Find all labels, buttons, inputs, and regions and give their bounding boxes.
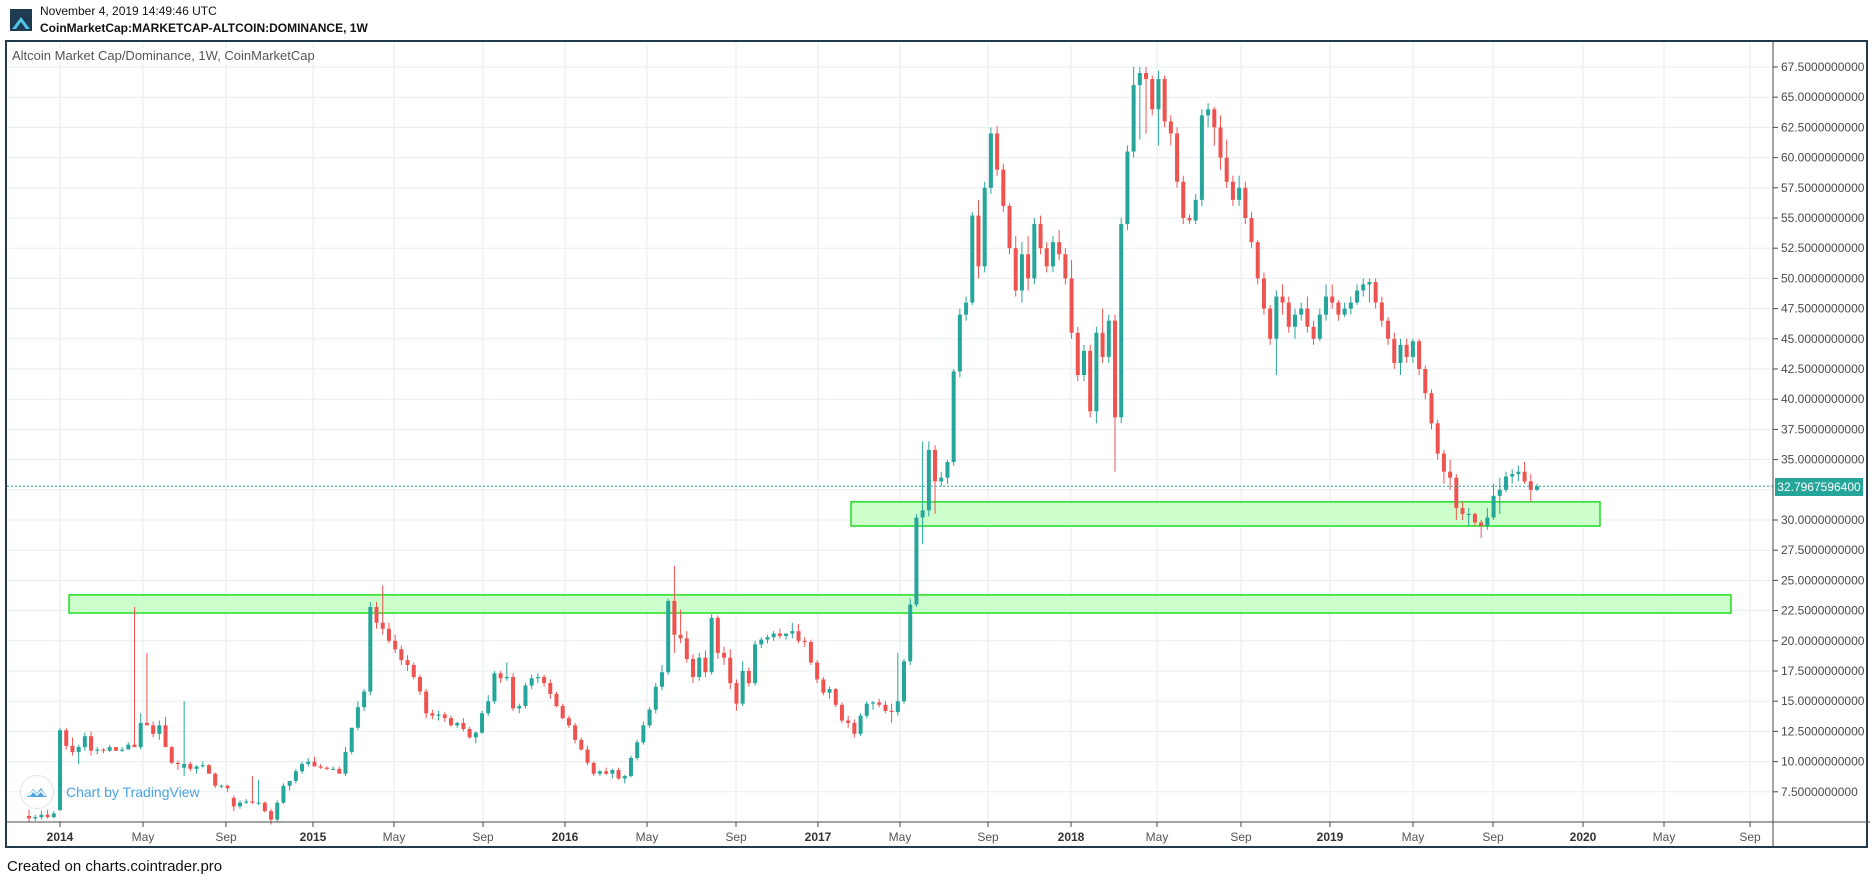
tradingview-link[interactable]: Chart by TradingView: [66, 784, 200, 800]
time-axis[interactable]: 2014 May Sep 2015 May Sep 2016 May Sep 2017 May Sep…: [47, 822, 1761, 844]
tradingview-logo-icon: [20, 775, 54, 809]
svg-text:Sep: Sep: [215, 830, 237, 844]
svg-text:12.5000000000: 12.5000000000: [1781, 724, 1865, 738]
svg-text:2017: 2017: [805, 830, 832, 844]
svg-text:62.5000000000: 62.5000000000: [1781, 120, 1865, 134]
svg-text:25.0000000000: 25.0000000000: [1781, 573, 1865, 587]
svg-text:7.5000000000: 7.5000000000: [1781, 785, 1858, 799]
candles: [27, 67, 1539, 825]
svg-text:2015: 2015: [300, 830, 327, 844]
svg-text:65.0000000000: 65.0000000000: [1781, 90, 1865, 104]
svg-text:22.5000000000: 22.5000000000: [1781, 604, 1865, 618]
svg-text:55.0000000000: 55.0000000000: [1781, 211, 1865, 225]
svg-text:40.0000000000: 40.0000000000: [1781, 392, 1865, 406]
chart-frame: [5, 40, 1868, 848]
svg-text:May: May: [1402, 830, 1425, 844]
svg-text:47.5000000000: 47.5000000000: [1781, 302, 1865, 316]
svg-text:57.5000000000: 57.5000000000: [1781, 181, 1865, 195]
price-axis[interactable]: 67.5000000000 65.0000000000 62.5000000000 6…: [1773, 60, 1865, 799]
footer-credit: Created on charts.cointrader.pro: [7, 858, 223, 875]
header: November 4, 2019 14:49:46 UTC CoinMarket…: [0, 0, 1874, 40]
svg-text:50.0000000000: 50.0000000000: [1781, 271, 1865, 285]
svg-text:15.0000000000: 15.0000000000: [1781, 694, 1865, 708]
svg-text:10.0000000000: 10.0000000000: [1781, 755, 1865, 769]
svg-text:2016: 2016: [552, 830, 579, 844]
svg-text:Sep: Sep: [977, 830, 999, 844]
vertical-gridlines: [59, 42, 1751, 822]
svg-text:27.5000000000: 27.5000000000: [1781, 543, 1865, 557]
svg-text:May: May: [1653, 830, 1676, 844]
svg-text:May: May: [636, 830, 659, 844]
svg-text:60.0000000000: 60.0000000000: [1781, 151, 1865, 165]
svg-text:37.5000000000: 37.5000000000: [1781, 422, 1865, 436]
svg-text:Sep: Sep: [725, 830, 747, 844]
svg-text:2018: 2018: [1058, 830, 1085, 844]
current-price-label: 32.7967596400: [1775, 478, 1863, 496]
svg-text:Sep: Sep: [1230, 830, 1252, 844]
lower-support-zone[interactable]: [68, 594, 1732, 614]
svg-text:2019: 2019: [1317, 830, 1344, 844]
svg-text:2020: 2020: [1570, 830, 1597, 844]
timestamp: November 4, 2019 14:49:46 UTC: [40, 4, 217, 18]
svg-text:52.5000000000: 52.5000000000: [1781, 241, 1865, 255]
svg-text:45.0000000000: 45.0000000000: [1781, 332, 1865, 346]
cointrader-logo-icon: [10, 9, 32, 31]
svg-text:20.0000000000: 20.0000000000: [1781, 634, 1865, 648]
svg-text:35.0000000000: 35.0000000000: [1781, 453, 1865, 467]
svg-text:May: May: [889, 830, 912, 844]
chart-title: Altcoin Market Cap/Dominance, 1W, CoinMa…: [12, 48, 315, 63]
svg-text:30.0000000000: 30.0000000000: [1781, 513, 1865, 527]
svg-text:Sep: Sep: [1482, 830, 1504, 844]
svg-text:Sep: Sep: [472, 830, 494, 844]
svg-text:67.5000000000: 67.5000000000: [1781, 60, 1865, 74]
svg-text:May: May: [1146, 830, 1169, 844]
svg-text:May: May: [383, 830, 406, 844]
tradingview-watermark[interactable]: Chart by TradingView: [20, 775, 200, 809]
svg-text:Sep: Sep: [1739, 830, 1761, 844]
svg-text:42.5000000000: 42.5000000000: [1781, 362, 1865, 376]
svg-text:May: May: [132, 830, 155, 844]
svg-text:17.5000000000: 17.5000000000: [1781, 664, 1865, 678]
horizontal-gridlines: [7, 66, 1773, 793]
symbol-label: CoinMarketCap:MARKETCAP-ALTCOIN:DOMINANC…: [40, 21, 368, 35]
svg-text:2014: 2014: [47, 830, 74, 844]
